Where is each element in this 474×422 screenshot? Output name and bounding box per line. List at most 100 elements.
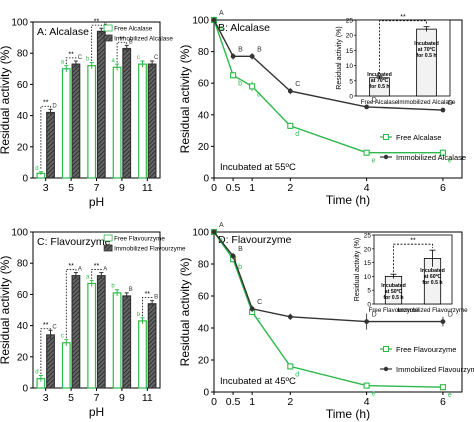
inset-significance-bracket bbox=[393, 243, 433, 273]
x-tick-label: 1 bbox=[249, 182, 255, 194]
point-free bbox=[439, 384, 446, 391]
x-tick-label: 0 bbox=[211, 182, 217, 194]
inset-x-tick-label: Free Alcalase bbox=[361, 99, 399, 106]
legend-swatch bbox=[103, 34, 113, 42]
bar-free bbox=[112, 66, 122, 179]
x-tick-label: 9 bbox=[119, 392, 125, 404]
y-tick-label: 0 bbox=[203, 174, 209, 185]
significance-letter: b bbox=[238, 264, 242, 271]
panel-title: D: Flavourzyme bbox=[218, 234, 292, 246]
plot-frame bbox=[213, 231, 463, 393]
y-axis-label: Residual activity (%) bbox=[178, 258, 192, 367]
significance-letter: e bbox=[448, 158, 452, 165]
panel-a: 0 20 40 60 80 100 Residual activity (%) pH A: Al… bbox=[0, 18, 173, 210]
significance-letter: C bbox=[295, 81, 300, 88]
y-tick-label: 40 bbox=[17, 111, 29, 122]
inset-significance-stars: ** bbox=[410, 238, 416, 245]
significance-bracket bbox=[65, 269, 77, 339]
y-tick-label: 60 bbox=[17, 80, 29, 91]
incubation-annotation: Incubated at 45ºC bbox=[220, 376, 296, 387]
significance-letter: e bbox=[448, 392, 452, 399]
significance-stars: ** bbox=[43, 322, 49, 329]
y-tick-label: 20 bbox=[198, 356, 210, 367]
bar-immobilized bbox=[122, 47, 132, 179]
legend-marker bbox=[383, 346, 389, 352]
y-tick-label: 60 bbox=[198, 79, 210, 90]
legend-marker bbox=[383, 154, 389, 160]
significance-letter: a bbox=[219, 25, 223, 32]
panel-title: C: Flavourzyme bbox=[37, 236, 111, 248]
x-axis-label: pH bbox=[89, 195, 104, 209]
significance-letter: c bbox=[61, 334, 64, 340]
x-tick-label: 5 bbox=[68, 182, 74, 194]
x-axis-label: Time (h) bbox=[326, 193, 370, 207]
significance-letter: C bbox=[154, 55, 159, 61]
bar-free bbox=[87, 282, 97, 389]
y-tick-label: 0 bbox=[22, 174, 28, 185]
y-tick-label: 40 bbox=[198, 110, 210, 121]
significance-letter: e bbox=[372, 158, 376, 165]
significance-letter: d bbox=[295, 371, 299, 378]
significance-letter: D bbox=[448, 100, 453, 107]
significance-letter: C bbox=[78, 55, 83, 61]
bar-immobilized bbox=[96, 30, 106, 179]
panel-title: A: Alcalase bbox=[37, 26, 89, 38]
point-immobilized bbox=[287, 88, 293, 94]
bar-free bbox=[87, 65, 97, 179]
point-immobilized bbox=[249, 306, 255, 312]
line-immobilized bbox=[213, 231, 443, 323]
legend-label: Free Flavourzyme bbox=[396, 345, 456, 354]
line-immobilized bbox=[213, 19, 443, 111]
significance-letter: b bbox=[111, 284, 115, 290]
bar-immobilized bbox=[46, 334, 55, 389]
legend-swatch bbox=[103, 234, 113, 242]
point-immobilized bbox=[211, 229, 217, 235]
significance-letter: b bbox=[238, 80, 242, 87]
legend-label: Immobilized Alcalase bbox=[114, 36, 173, 43]
x-tick-label: 2 bbox=[287, 182, 293, 194]
legend-label: Immobilized Flavourzyme bbox=[396, 365, 474, 374]
significance-letter: e bbox=[372, 391, 376, 398]
significance-bracket bbox=[65, 57, 77, 65]
y-tick-label: 20 bbox=[17, 142, 29, 153]
significance-letter: b bbox=[86, 57, 90, 63]
significance-letter: A bbox=[78, 267, 82, 273]
inset-y-axis-label: Residual activity (%) bbox=[336, 26, 343, 89]
significance-letter: c bbox=[257, 91, 261, 98]
y-axis-label: Residual activity (%) bbox=[178, 45, 192, 154]
significance-letter: D bbox=[448, 312, 453, 319]
legend-marker bbox=[383, 134, 389, 140]
x-tick-label: 7 bbox=[94, 182, 100, 194]
significance-stars: ** bbox=[94, 263, 100, 270]
legend-label: Free Alcalase bbox=[114, 26, 153, 33]
y-tick-label: 60 bbox=[198, 292, 210, 303]
significance-letter: C bbox=[52, 324, 57, 330]
x-tick-label: 1 bbox=[249, 396, 255, 408]
x-axis-label: pH bbox=[89, 405, 104, 419]
significance-letter: B bbox=[257, 46, 262, 53]
significance-bracket bbox=[116, 41, 128, 63]
bar-free bbox=[138, 63, 147, 179]
y-tick-label: 100 bbox=[192, 228, 209, 239]
y-tick-label: 40 bbox=[198, 324, 210, 335]
point-immobilized bbox=[230, 253, 236, 259]
inset-bar-label: Incubated at 50ºC for 0.5 h bbox=[381, 283, 406, 301]
point-free bbox=[230, 72, 237, 79]
significance-letter: b bbox=[137, 312, 141, 318]
y-tick-label: 100 bbox=[192, 16, 209, 27]
plot-frame bbox=[213, 19, 463, 179]
bar-immobilized bbox=[147, 63, 157, 179]
significance-letter: c bbox=[257, 317, 261, 324]
inset-bar-label: Incubated at 70ºC for 0.5 h bbox=[367, 72, 392, 90]
significance-letter: d bbox=[35, 166, 38, 172]
y-tick-label: 0 bbox=[203, 388, 209, 399]
point-immobilized bbox=[230, 53, 236, 59]
point-free bbox=[287, 363, 294, 370]
point-free bbox=[439, 149, 446, 156]
significance-letter: C bbox=[257, 299, 262, 306]
inset-bar-label: Incubated at 60ºC for 0.5 h bbox=[420, 268, 445, 286]
legend-label: Immobilized Alcalase bbox=[396, 153, 466, 162]
